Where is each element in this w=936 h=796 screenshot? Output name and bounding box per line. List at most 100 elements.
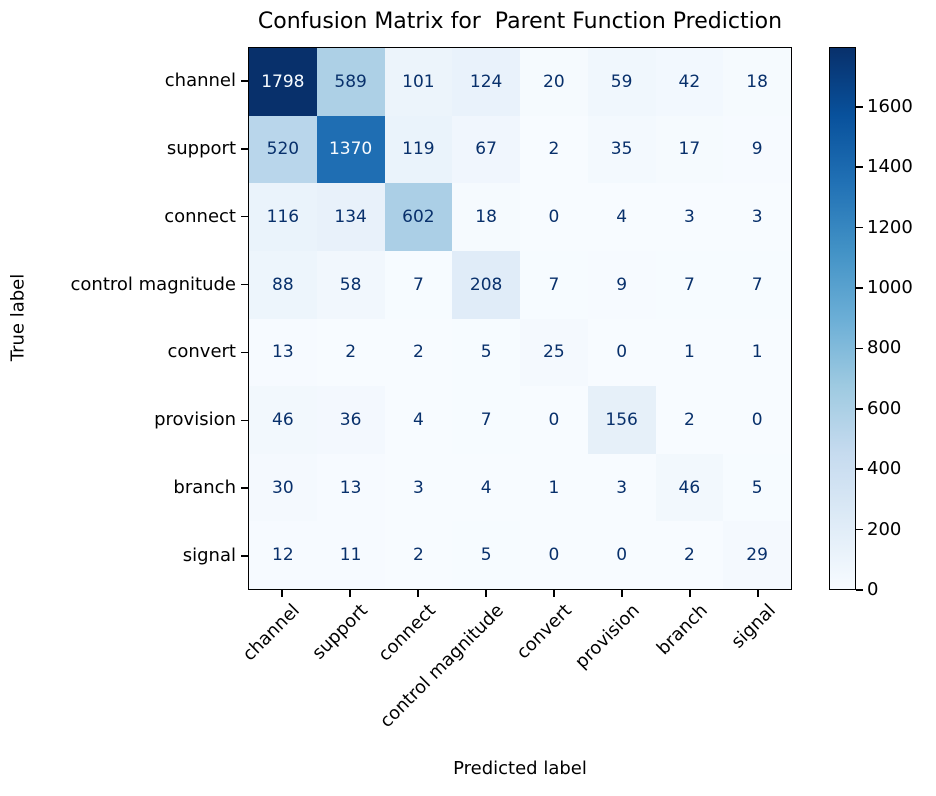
matrix-cell: 20: [520, 48, 588, 116]
matrix-cell: 116: [249, 183, 317, 251]
matrix-cell: 29: [723, 521, 791, 589]
matrix-cell: 3: [587, 453, 656, 522]
colorbar-tick-mark: [856, 589, 863, 591]
matrix-cell: 4: [452, 453, 520, 522]
matrix-cell: 18: [452, 183, 520, 251]
y-tick-label: connect: [164, 205, 236, 227]
matrix-cell: 1: [723, 318, 791, 387]
matrix-cell: 2: [316, 318, 385, 387]
matrix-cell: 2: [655, 521, 724, 589]
matrix-cell: 1: [655, 318, 724, 387]
matrix-cell: 3: [723, 183, 791, 251]
y-tick-label: provision: [154, 409, 236, 431]
y-tick-mark: [241, 351, 248, 354]
matrix-cell: 46: [655, 453, 724, 522]
matrix-cell: 0: [520, 521, 588, 589]
colorbar-tick-mark: [856, 226, 863, 229]
matrix-cell: 7: [655, 250, 724, 319]
matrix-cell: 101: [384, 48, 453, 116]
heatmap-grid: 1798 589 101 124 20 59 42 18 520 1370 119 67 2 35 17 9 1…: [249, 48, 791, 589]
matrix-cell: 602: [384, 183, 453, 251]
matrix-cell: 7: [723, 250, 791, 319]
matrix-cell: 11: [316, 521, 385, 589]
matrix-cell: 12: [249, 521, 317, 589]
matrix-cell: 156: [587, 386, 656, 454]
matrix-cell: 35: [587, 115, 656, 184]
x-tick-mark: [689, 590, 691, 597]
y-tick-mark: [241, 419, 248, 422]
y-axis-label: True label: [7, 273, 29, 362]
y-tick-mark: [241, 283, 248, 286]
matrix-cell: 0: [587, 318, 656, 387]
y-tick-label: branch: [173, 477, 236, 499]
matrix-cell: 2: [655, 386, 724, 454]
colorbar-tick-mark: [856, 106, 863, 108]
matrix-cell: 58: [316, 250, 385, 319]
x-tick-mark: [621, 590, 623, 597]
x-tick-mark: [485, 590, 487, 597]
colorbar-tick-mark: [856, 528, 863, 531]
colorbar-tick-label: 1600: [867, 95, 913, 117]
matrix-cell: 1: [520, 453, 588, 522]
plot-area: 1798 589 101 124 20 59 42 18 520 1370 119 67 2 35 17 9 1…: [248, 47, 792, 590]
matrix-cell: 3: [384, 453, 453, 522]
matrix-cell: 7: [452, 386, 520, 454]
y-tick-mark: [241, 80, 248, 82]
matrix-cell: 36: [316, 386, 385, 454]
y-tick-label: convert: [167, 341, 236, 363]
colorbar-tick-label: 400: [867, 458, 902, 480]
matrix-cell: 0: [520, 183, 588, 251]
matrix-cell: 2: [384, 318, 453, 387]
colorbar-tick-label: 200: [867, 518, 902, 540]
x-tick-mark: [417, 590, 419, 597]
y-tick-mark: [241, 487, 248, 489]
x-axis-label: Predicted label: [453, 758, 587, 779]
x-tick-mark: [349, 590, 351, 597]
matrix-cell: 7: [520, 250, 588, 319]
y-tick-label: signal: [182, 545, 236, 567]
x-tick-mark: [553, 590, 555, 597]
y-tick-mark: [241, 148, 248, 150]
y-tick-label: control magnitude: [70, 273, 236, 295]
colorbar-tick-label: 0: [867, 579, 879, 600]
y-tick-mark: [241, 555, 248, 557]
matrix-cell: 1798: [249, 48, 317, 116]
colorbar: [829, 47, 856, 590]
colorbar-tick-mark: [856, 166, 863, 168]
matrix-cell: 88: [249, 250, 317, 319]
matrix-cell: 2: [384, 521, 453, 589]
matrix-cell: 4: [587, 183, 656, 251]
x-tick-mark: [757, 590, 759, 597]
matrix-cell: 18: [723, 48, 791, 116]
colorbar-tick-mark: [856, 347, 863, 350]
colorbar-tick-label: 800: [867, 337, 902, 359]
matrix-cell: 124: [452, 48, 520, 116]
matrix-cell: 0: [587, 521, 656, 589]
matrix-cell: 17: [655, 115, 724, 184]
colorbar-tick-label: 600: [867, 397, 902, 419]
matrix-cell: 520: [249, 115, 317, 184]
matrix-cell: 7: [384, 250, 453, 319]
matrix-cell: 42: [655, 48, 724, 116]
matrix-cell: 208: [452, 250, 520, 319]
matrix-cell: 0: [723, 386, 791, 454]
matrix-cell: 9: [723, 115, 791, 184]
colorbar-tick-mark: [856, 408, 863, 410]
y-tick-label: channel: [164, 69, 236, 91]
colorbar-tick-label: 1200: [867, 216, 913, 238]
matrix-cell: 46: [249, 386, 317, 454]
colorbar-tick-label: 1000: [867, 276, 913, 298]
x-tick-mark: [281, 590, 283, 597]
matrix-cell: 0: [520, 386, 588, 454]
matrix-cell: 1370: [316, 115, 385, 184]
matrix-cell: 134: [316, 183, 385, 251]
y-tick-label: support: [166, 137, 236, 159]
matrix-cell: 5: [723, 453, 791, 522]
y-tick-mark: [241, 215, 248, 218]
matrix-cell: 30: [249, 453, 317, 522]
matrix-cell: 5: [452, 521, 520, 589]
matrix-cell: 25: [520, 318, 588, 387]
colorbar-tick-mark: [856, 468, 863, 470]
chart-title: Confusion Matrix for Parent Function Pre…: [257, 9, 783, 34]
